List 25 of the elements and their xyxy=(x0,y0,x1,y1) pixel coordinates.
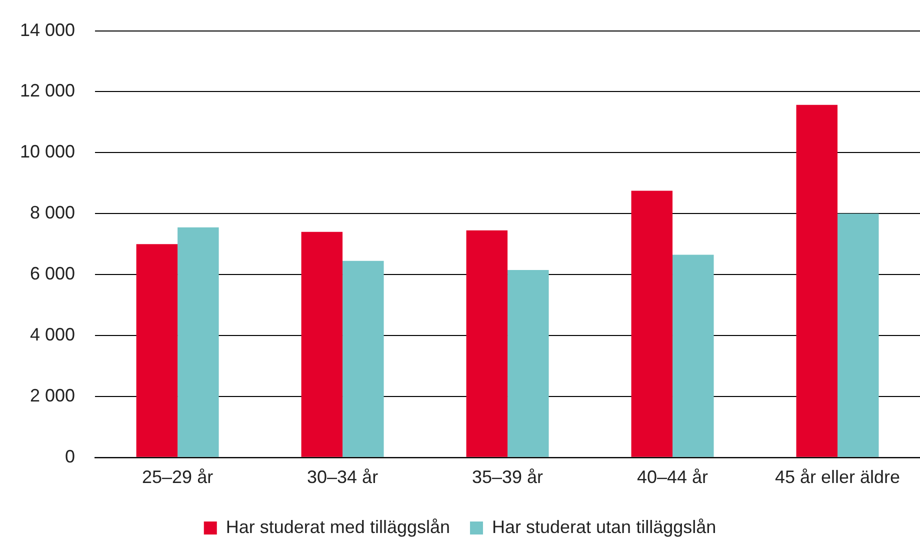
legend-label: Har studerat med tilläggslån xyxy=(226,516,450,537)
y-tick-label: 10 000 xyxy=(20,142,76,162)
x-tick-label: 35–39 år xyxy=(472,467,544,488)
bar xyxy=(178,227,219,457)
x-tick-label: 45 år eller äldre xyxy=(774,467,900,488)
y-tick-label: 6 000 xyxy=(30,264,76,284)
bar xyxy=(136,244,178,457)
legend-label: Har studerat utan tilläggslån xyxy=(492,516,716,537)
x-tick-label: 40–44 år xyxy=(636,467,708,488)
x-tick-label: 25–29 år xyxy=(142,467,214,488)
y-tick-label: 8 000 xyxy=(30,202,76,223)
bar xyxy=(301,232,343,457)
bar xyxy=(342,260,384,457)
bar xyxy=(631,190,673,457)
y-tick-label: 4 000 xyxy=(30,324,76,344)
bar xyxy=(672,254,714,457)
y-tick-label: 14 000 xyxy=(20,20,76,40)
y-tick-label: 0 xyxy=(65,446,76,466)
x-tick-label: 30–34 år xyxy=(307,467,378,488)
bar xyxy=(508,270,549,457)
y-tick-label: 2 000 xyxy=(30,385,76,406)
bar xyxy=(796,104,838,457)
bar xyxy=(838,214,879,457)
bar xyxy=(466,230,508,457)
y-tick-label: 12 000 xyxy=(20,80,76,101)
